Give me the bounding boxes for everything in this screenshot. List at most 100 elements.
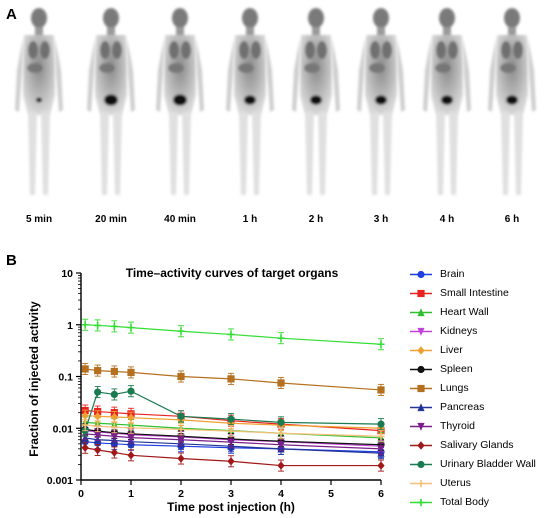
plot-area: 0.001 0.01 0.1 1 10 0 1 2 3 4 5 6 (47, 268, 385, 500)
legend-marker (410, 498, 432, 507)
scan-left-arm (15, 38, 23, 112)
x-tick-label: 1 (128, 488, 134, 500)
scan-images-row (0, 0, 550, 240)
body-scan-6 (357, 8, 405, 195)
data-point (377, 340, 385, 348)
body-scan-4 (226, 8, 274, 195)
scan-right-arm (127, 38, 135, 112)
scan-time-label: 40 min (164, 214, 196, 225)
y-tick-label: 0.1 (58, 372, 73, 384)
scan-right-arm (397, 38, 405, 112)
legend-item: Liver (408, 341, 550, 360)
scan-left-arm (488, 38, 496, 112)
legend-symbol (417, 327, 425, 336)
series-salivary-glands (81, 441, 385, 472)
scan-lung (112, 41, 122, 59)
scan-neck (508, 27, 516, 35)
scan-bladder (244, 95, 256, 105)
data-point (94, 367, 102, 375)
legend-item: Spleen (408, 360, 550, 379)
legend-label: Pancreas (440, 401, 485, 413)
scan-right-leg (514, 112, 523, 195)
legend-symbol (417, 270, 425, 279)
data-point (177, 412, 185, 420)
data-point (227, 438, 235, 447)
body-scan-2 (87, 8, 135, 195)
data-point (110, 390, 118, 399)
scan-liver (99, 63, 115, 73)
x-tick-label: 6 (378, 488, 384, 500)
scan-right-leg (383, 112, 392, 195)
scan-lung (305, 41, 315, 59)
scan-liver (168, 63, 184, 73)
scan-bladder (36, 97, 42, 103)
data-point (377, 461, 385, 470)
legend-symbol (417, 441, 425, 450)
panel-b-label: B (6, 252, 17, 269)
legend-item: Pancreas (408, 398, 550, 417)
scan-lung (513, 41, 523, 59)
data-point (110, 367, 118, 376)
legend-symbol (417, 365, 425, 374)
legend-label: Uterus (440, 477, 471, 489)
data-point (377, 432, 385, 440)
scan-liver (238, 63, 254, 73)
scan-right-arm (463, 38, 471, 112)
series-line (85, 433, 382, 450)
data-point (177, 425, 185, 434)
chart-title: Time–activity curves of target organs (126, 266, 339, 280)
scan-time-label: 4 h (439, 214, 455, 225)
data-point (177, 454, 185, 463)
scan-left-leg (436, 112, 445, 195)
scan-neck (35, 27, 43, 35)
scan-head (439, 8, 455, 28)
scan-liver (304, 63, 320, 73)
data-point (277, 334, 285, 342)
legend-label: Spleen (440, 363, 473, 375)
data-point (94, 388, 102, 396)
legend-label: Lungs (440, 382, 469, 394)
scan-left-leg (239, 112, 248, 195)
y-tick-label: 10 (61, 268, 73, 280)
legend-label: Urinary Bladder Wall (440, 458, 536, 470)
data-point (81, 421, 89, 429)
scan-bladder (441, 95, 453, 105)
legend-label: Small Intestine (440, 287, 509, 299)
scan-left-arm (156, 38, 164, 112)
data-point (94, 412, 102, 421)
scan-head (103, 8, 119, 28)
legend-marker (410, 422, 432, 431)
data-point (377, 386, 385, 394)
scan-bladder (104, 94, 118, 106)
body-scan-8 (488, 8, 536, 195)
legend-label: Heart Wall (440, 306, 489, 318)
y-tick-label: 0.001 (47, 475, 73, 487)
scan-time-label: 2 h (308, 214, 324, 225)
scan-head (172, 8, 188, 28)
scan-right-leg (318, 112, 327, 195)
scan-lung (317, 41, 327, 59)
scan-lung (501, 41, 511, 59)
scan-right-arm (266, 38, 274, 112)
scan-lung (28, 41, 38, 59)
legend-item: Lungs (408, 379, 550, 398)
scan-left-arm (87, 38, 95, 112)
data-point (277, 379, 285, 387)
data-point (227, 330, 235, 339)
x-tick-label: 2 (178, 488, 184, 500)
scan-liver (500, 63, 516, 73)
scan-right-leg (41, 112, 50, 195)
y-tick-label: 1 (67, 320, 73, 332)
scan-right-leg (449, 112, 458, 195)
scan-bladder (506, 95, 518, 105)
scan-right-arm (528, 38, 536, 112)
panel-a-label: A (6, 6, 17, 23)
scan-lung (169, 41, 179, 59)
scan-head (308, 8, 324, 28)
series-uterus (81, 419, 385, 443)
scan-neck (176, 27, 184, 35)
data-point (94, 431, 102, 440)
scan-liver (435, 63, 451, 73)
legend-item: Salivary Glands (408, 436, 550, 455)
legend-marker (410, 270, 432, 279)
